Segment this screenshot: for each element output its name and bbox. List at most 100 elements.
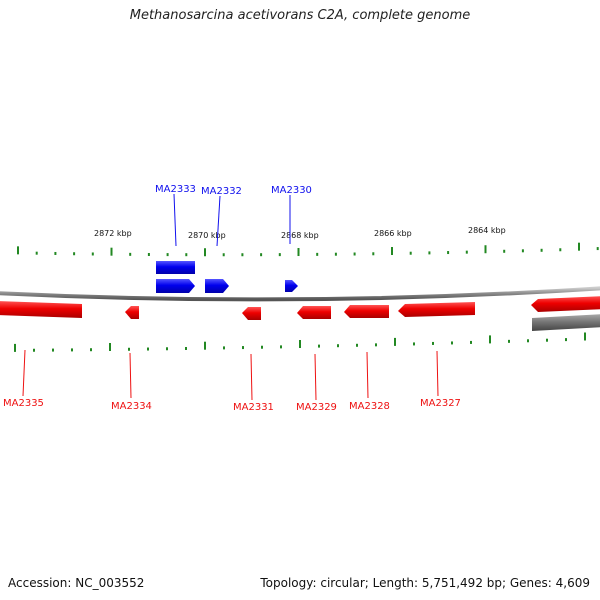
gene-label-MA2335: MA2335 [3, 398, 44, 409]
minor-tick [128, 347, 130, 351]
minor-tick [35, 251, 38, 255]
minor-tick [353, 252, 356, 256]
label-group-MA2331: MA2331 [233, 353, 274, 413]
major-tick [204, 341, 206, 350]
minor-tick [241, 253, 244, 257]
gene-label-MA2328: MA2328 [349, 401, 390, 412]
gene-MA2334[interactable] [125, 306, 139, 319]
major-tick [204, 248, 206, 257]
major-tick [584, 332, 586, 341]
label-group-MA2335: MA2335 [3, 349, 44, 409]
minor-tick [409, 251, 412, 255]
scale-label-2872: 2872 kbp [94, 229, 132, 238]
minor-tick [318, 344, 320, 348]
major-tick [14, 343, 16, 352]
gene-MA2333[interactable] [156, 261, 195, 293]
minor-tick [261, 345, 263, 349]
minor-tick [432, 341, 434, 345]
gene-MA2335[interactable] [0, 301, 82, 318]
minor-tick [33, 348, 35, 352]
map-title: Methanosarcina acetivorans C2A, complete… [129, 8, 471, 23]
label-group-MA2330: MA2330 [271, 185, 312, 244]
minor-tick [73, 252, 76, 256]
minor-tick [559, 248, 562, 252]
major-tick [484, 245, 487, 254]
gene-label-MA2333: MA2333 [155, 184, 196, 195]
gene-label-MA2330: MA2330 [271, 185, 312, 196]
gene-label-MA2327: MA2327 [420, 398, 461, 409]
minor-tick [280, 345, 282, 349]
gene-MA2327[interactable] [398, 302, 475, 317]
accession-text: Accession: NC_003552 [8, 576, 145, 590]
gene-MA2328[interactable] [344, 305, 389, 318]
minor-tick [503, 249, 506, 253]
gene-label-MA2334: MA2334 [111, 401, 152, 412]
major-tick [391, 247, 393, 256]
minor-tick [278, 253, 281, 257]
label-group-MA2332: MA2332 [201, 186, 242, 247]
scale-label-2870: 2870 kbp [188, 231, 226, 240]
gene-MA2330[interactable] [285, 280, 298, 292]
major-tick [394, 337, 396, 346]
minor-tick [166, 253, 169, 257]
minor-tick [337, 344, 339, 348]
minor-tick [447, 251, 450, 255]
label-group-MA2333: MA2333 [155, 184, 196, 247]
scale-label-2866: 2866 kbp [374, 229, 412, 238]
minor-tick [71, 348, 73, 352]
gene-MA2329[interactable] [297, 306, 331, 319]
major-tick [489, 335, 491, 344]
minor-tick [596, 247, 599, 251]
major-tick [299, 340, 301, 348]
major-tick [17, 246, 19, 255]
minor-tick [565, 338, 567, 342]
minor-tick [54, 251, 57, 255]
minor-tick [527, 339, 529, 343]
minor-tick [428, 251, 431, 255]
minor-tick [166, 347, 168, 351]
minor-tick [129, 252, 132, 256]
minor-tick [451, 341, 453, 345]
gene-MA2332[interactable] [205, 279, 229, 293]
minor-tick [356, 343, 358, 347]
major-tick [110, 247, 113, 256]
label-group-MA2327: MA2327 [420, 350, 461, 409]
label-group-MA2334: MA2334 [111, 352, 152, 412]
minor-tick [413, 342, 415, 346]
minor-tick [91, 252, 94, 256]
minor-tick [52, 348, 54, 352]
minor-tick [242, 346, 244, 350]
major-tick [578, 242, 580, 251]
minor-tick [540, 248, 543, 252]
scale-ticks-lower [14, 332, 586, 352]
minor-tick [147, 252, 150, 256]
minor-tick [316, 252, 319, 256]
minor-tick [508, 339, 510, 343]
minor-tick [465, 250, 468, 254]
major-tick [297, 248, 300, 257]
scale-label-2868: 2868 kbp [281, 231, 319, 240]
gene-label-MA2332: MA2332 [201, 186, 242, 197]
minor-tick [90, 348, 92, 352]
scale-ticks-upper [17, 242, 599, 257]
minor-tick [260, 253, 263, 257]
minor-tick [223, 346, 225, 350]
major-tick [109, 342, 111, 351]
genome-stats-text: Topology: circular; Length: 5,751,492 bp… [260, 576, 590, 590]
label-group-MA2329: MA2329 [296, 353, 337, 413]
minor-tick [546, 338, 548, 342]
gene-label-MA2331: MA2331 [233, 402, 274, 413]
gene-MA2331[interactable] [242, 307, 261, 320]
minor-tick [334, 252, 337, 256]
minor-tick [147, 347, 149, 351]
minor-tick [185, 253, 188, 257]
minor-tick [185, 346, 187, 350]
minor-tick [222, 253, 225, 257]
scale-label-2864: 2864 kbp [468, 226, 506, 235]
minor-tick [375, 343, 377, 347]
gene-label-MA2329: MA2329 [296, 402, 337, 413]
feature-right-edge[interactable] [532, 314, 600, 331]
gene-right-edge[interactable] [531, 296, 600, 312]
minor-tick [372, 252, 375, 256]
